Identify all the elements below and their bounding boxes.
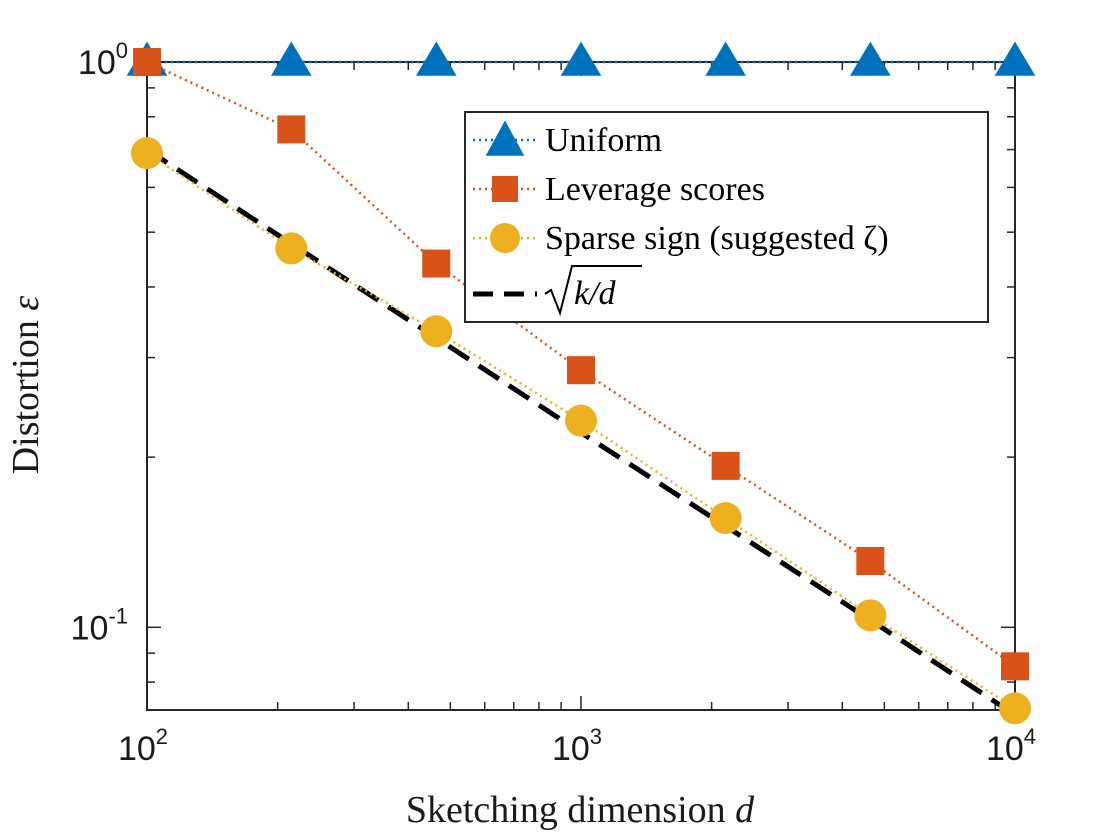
point-sparse-sign-0 — [131, 137, 163, 170]
point-leverage-3 — [567, 356, 595, 385]
legend-label-leverage: Leverage scores — [545, 171, 765, 208]
x-axis-label: Sketching dimension d — [406, 789, 755, 831]
y-tick-label-0: 100 — [78, 38, 128, 82]
point-uniform-1 — [270, 41, 312, 76]
point-uniform-3 — [560, 41, 602, 76]
x-tick-base: 10 — [986, 730, 1024, 768]
legend: Uniform Leverage scores Sparse sign (sug… — [464, 111, 989, 323]
plot-area — [126, 41, 1036, 725]
point-sparse-sign-2 — [420, 315, 453, 348]
point-uniform-6 — [994, 41, 1036, 76]
point-leverage-0 — [133, 48, 161, 76]
point-leverage-6 — [1001, 652, 1029, 681]
point-sparse-sign-5 — [854, 599, 887, 632]
point-leverage-5 — [856, 547, 885, 576]
legend-entry-leverage: Leverage scores — [473, 171, 765, 208]
point-leverage-1 — [277, 115, 306, 144]
legend-label-sqrt: k/d — [574, 275, 617, 312]
x-axis-label-var: d — [735, 789, 755, 831]
point-uniform-4 — [705, 41, 746, 76]
y-tick-base: 10 — [78, 44, 116, 82]
point-leverage-2 — [422, 249, 451, 278]
y-tick-exp: -1 — [108, 603, 128, 628]
x-tick-label-0: 102 — [118, 724, 168, 768]
legend-sqrt-symbol — [544, 265, 642, 317]
series-sparse-sign — [131, 137, 1031, 725]
y-axis-label-var: ε — [5, 296, 47, 311]
x-tick-exp: 4 — [1024, 724, 1036, 749]
point-leverage-4 — [711, 451, 740, 480]
y-axis-label-text: Distortion — [5, 311, 47, 475]
x-axis-label-text: Sketching dimension — [406, 789, 735, 831]
legend-entry-uniform: Uniform — [473, 120, 662, 159]
x-tick-label-1: 103 — [552, 724, 602, 768]
y-tick-base: 10 — [71, 609, 109, 647]
legend-entry-sparse-sign: Sparse sign (suggested ζ) — [473, 220, 889, 257]
y-tick-exp: 0 — [116, 38, 128, 63]
y-tick-label-1: 10-1 — [71, 603, 128, 647]
point-uniform-5 — [850, 41, 891, 76]
legend-box — [464, 111, 989, 323]
legend-marker-leverage — [492, 176, 518, 202]
legend-marker-sparse-sign — [490, 223, 520, 253]
point-sparse-sign-4 — [709, 502, 742, 535]
legend-marker-uniform — [485, 120, 525, 156]
legend-entry-sqrt: k/d — [473, 265, 642, 317]
legend-label-sparse-sign: Sparse sign (suggested ζ) — [545, 220, 889, 257]
point-uniform-2 — [415, 41, 457, 76]
x-tick-exp: 3 — [590, 724, 602, 749]
series-uniform — [126, 41, 1036, 76]
x-tick-label-2: 104 — [986, 724, 1036, 768]
point-sparse-sign-1 — [275, 232, 308, 265]
legend-label-uniform: Uniform — [545, 122, 662, 159]
point-sparse-sign-3 — [565, 404, 597, 437]
x-tick-exp: 2 — [156, 724, 168, 749]
series-leverage — [133, 48, 1029, 681]
x-tick-base: 10 — [118, 730, 156, 768]
y-axis-label: Distortion ε — [5, 296, 47, 475]
x-tick-base: 10 — [552, 730, 590, 768]
point-sparse-sign-6 — [999, 692, 1031, 725]
